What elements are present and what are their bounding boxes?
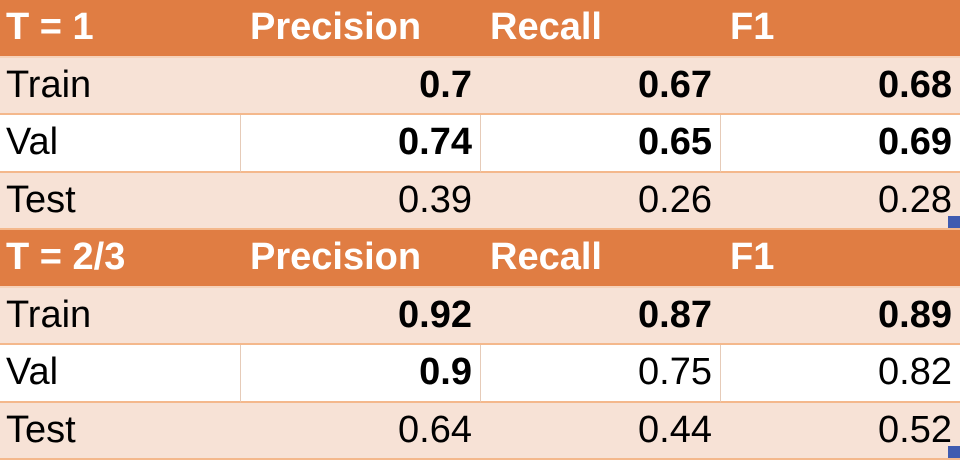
table-2-train-f1[interactable]: 0.89 — [720, 287, 960, 345]
table-2-train-recall[interactable]: 0.87 — [480, 287, 720, 345]
table-1-test-f1[interactable]: 0.28 — [720, 172, 960, 230]
table-2-f1-header[interactable]: F1 — [720, 230, 960, 288]
table-1-val-label[interactable]: Val — [0, 115, 240, 173]
table-2-precision-header[interactable]: Precision — [240, 230, 480, 288]
table-1-val-recall[interactable]: 0.65 — [480, 115, 720, 173]
table-1-train-f1[interactable]: 0.68 — [720, 57, 960, 115]
table-2-threshold-label[interactable]: T = 2/3 — [0, 230, 240, 288]
table-2-test-f1[interactable]: 0.52 — [720, 402, 960, 460]
table-2-test-label[interactable]: Test — [0, 402, 240, 460]
table-1-test-label[interactable]: Test — [0, 172, 240, 230]
table-2-val-precision[interactable]: 0.9 — [240, 345, 480, 403]
table-2-recall-header[interactable]: Recall — [480, 230, 720, 288]
table-1-f1-header[interactable]: F1 — [720, 0, 960, 58]
table-2-test-recall[interactable]: 0.44 — [480, 402, 720, 460]
table-1-threshold-label[interactable]: T = 1 — [0, 0, 240, 58]
table-2-val-label[interactable]: Val — [0, 345, 240, 403]
table-2-train-precision[interactable]: 0.92 — [240, 287, 480, 345]
table-1-train-label[interactable]: Train — [0, 57, 240, 115]
table-1-val-precision[interactable]: 0.74 — [240, 115, 480, 173]
table-2-val-f1[interactable]: 0.82 — [720, 345, 960, 403]
table-1-test-recall[interactable]: 0.26 — [480, 172, 720, 230]
table-1-recall-header[interactable]: Recall — [480, 0, 720, 58]
table-1-test-precision[interactable]: 0.39 — [240, 172, 480, 230]
table-2-test-precision[interactable]: 0.64 — [240, 402, 480, 460]
table-1-val-f1[interactable]: 0.69 — [720, 115, 960, 173]
table-1-train-recall[interactable]: 0.67 — [480, 57, 720, 115]
table-1-train-precision[interactable]: 0.7 — [240, 57, 480, 115]
table-2-val-recall[interactable]: 0.75 — [480, 345, 720, 403]
table-2-train-label[interactable]: Train — [0, 287, 240, 345]
table-1-precision-header[interactable]: Precision — [240, 0, 480, 58]
